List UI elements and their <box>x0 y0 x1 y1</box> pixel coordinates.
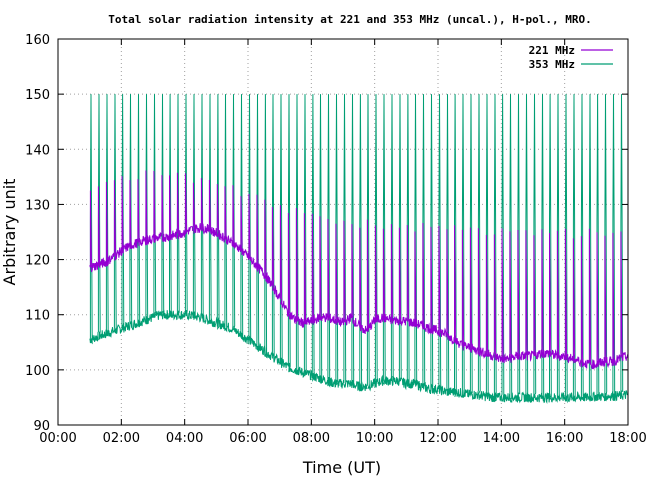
legend: 221 MHz 353 MHz <box>529 44 613 71</box>
y-axis-ticks: 90 100 110 120 130 140 150 160 <box>25 33 628 434</box>
y-axis-label: Arbitrary unit <box>0 179 19 286</box>
x-tick-label: 08:00 <box>293 431 330 446</box>
x-tick-label: 00:00 <box>39 431 76 446</box>
x-axis-label: Time (UT) <box>302 458 381 477</box>
legend-label-221: 221 MHz <box>529 44 575 57</box>
y-tick-label: 110 <box>25 309 50 324</box>
x-tick-label: 18:00 <box>609 431 646 446</box>
series-line-353 <box>89 94 628 404</box>
series-line-221 <box>89 170 629 370</box>
series-layer <box>89 94 629 404</box>
y-tick-label: 130 <box>25 198 50 213</box>
x-axis-ticks: 00:00 02:00 04:00 06:00 08:00 10:00 12:00 14:00… <box>39 39 647 446</box>
x-tick-label: 12:00 <box>419 431 456 446</box>
x-tick-label: 14:00 <box>483 431 520 446</box>
y-tick-label: 90 <box>33 419 50 434</box>
y-tick-label: 140 <box>25 143 50 158</box>
legend-label-353: 353 MHz <box>529 58 575 71</box>
y-tick-label: 120 <box>25 254 50 269</box>
y-tick-label: 160 <box>25 33 50 48</box>
x-tick-label: 10:00 <box>356 431 393 446</box>
x-tick-label: 16:00 <box>546 431 583 446</box>
grid <box>58 39 628 425</box>
plot-frame <box>57 38 629 426</box>
x-tick-label: 04:00 <box>166 431 203 446</box>
y-tick-label: 100 <box>25 364 50 379</box>
chart-title: Total solar radiation intensity at 221 a… <box>108 13 591 26</box>
y-tick-label: 150 <box>25 88 50 103</box>
x-tick-label: 02:00 <box>103 431 140 446</box>
x-tick-label: 06:00 <box>229 431 266 446</box>
